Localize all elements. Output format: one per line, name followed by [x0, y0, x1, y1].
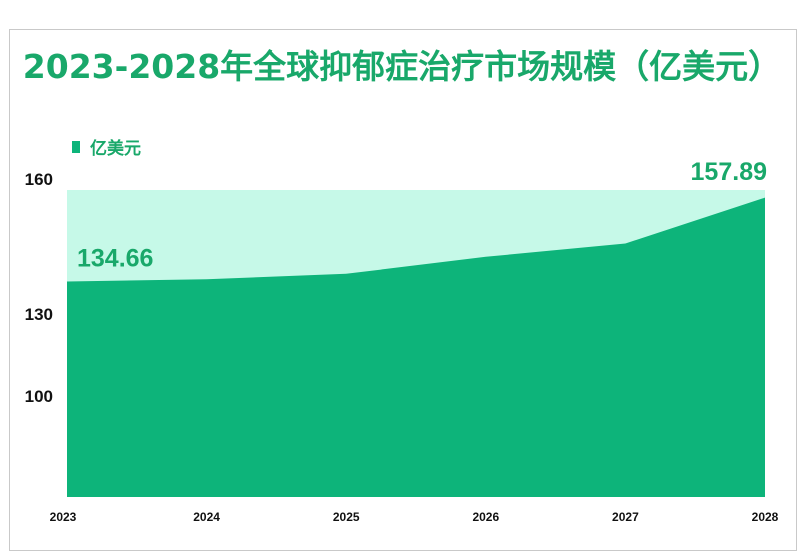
watermark-text: 雪球：kenfjp	[634, 525, 737, 545]
data-label: 134.66	[77, 245, 153, 273]
x-tick-label: 2024	[193, 510, 220, 524]
x-tick-label: 2026	[472, 510, 499, 524]
y-tick-label: 130	[25, 305, 53, 324]
area-series	[67, 197, 765, 497]
snowball-logo-icon	[606, 521, 628, 544]
y-tick-label: 100	[25, 387, 53, 406]
x-tick-label: 2025	[333, 510, 360, 524]
x-tick-label: 2027	[612, 510, 639, 524]
chart-title: 2023-2028年全球抑郁症治疗市场规模（亿美元）	[22, 47, 782, 86]
legend-label: 亿美元	[90, 139, 141, 159]
legend-swatch	[72, 140, 80, 153]
legend: 亿美元	[72, 134, 141, 159]
x-tick-label: 2023	[50, 510, 77, 524]
x-tick-label: 2028	[752, 510, 779, 524]
y-tick-label: 160	[25, 170, 53, 189]
data-label: 157.89	[691, 158, 767, 186]
watermark: 雪球：kenfjp	[606, 520, 737, 545]
